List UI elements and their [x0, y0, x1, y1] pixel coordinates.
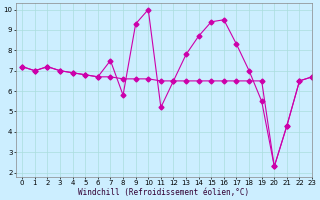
X-axis label: Windchill (Refroidissement éolien,°C): Windchill (Refroidissement éolien,°C)	[78, 188, 250, 197]
